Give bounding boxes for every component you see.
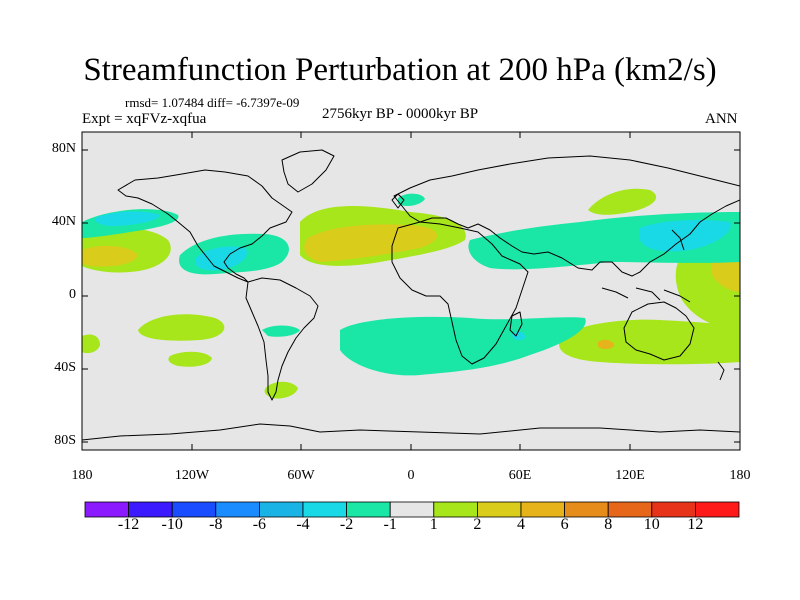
lat-label: 80S	[54, 433, 76, 448]
colorbar-label: 1	[429, 516, 438, 533]
lon-label: 180	[729, 468, 751, 483]
experiment-text: Expt = xqFVz-xqfua	[82, 111, 207, 127]
colorbar-box	[171, 501, 217, 518]
contour-band-1to2	[264, 381, 298, 399]
colorbar-box	[695, 501, 740, 518]
colorbar-label: 10	[643, 516, 660, 533]
colorbar-box	[215, 501, 260, 518]
colorbar-box	[607, 501, 653, 518]
contour-band-1to2	[138, 314, 225, 341]
colorbar-label: 12	[687, 516, 704, 533]
colorbar-label: 6	[560, 516, 569, 533]
contour-band-m1tom2	[340, 316, 586, 376]
colorbar-box	[476, 501, 522, 518]
coastline-uk	[391, 193, 405, 209]
colorbar-label: 4	[517, 516, 525, 533]
coastline-madagascar	[509, 311, 523, 337]
contour-band-1to2	[168, 351, 212, 367]
contour-band-m2tom4	[94, 211, 160, 226]
coastline-north-america	[117, 169, 293, 283]
coastline-islands	[601, 287, 691, 303]
map-background	[82, 132, 740, 450]
coastline-africa	[391, 221, 529, 365]
colorbar-label: -10	[161, 516, 183, 533]
colorbar-box	[433, 501, 478, 518]
contour-band-2to4	[304, 224, 437, 262]
contour-band-m2tom4	[640, 220, 731, 252]
colorbar-box	[128, 501, 173, 518]
contour-fills	[82, 188, 740, 399]
stats-text: rmsd= 1.07484 diff= -6.7397e-09	[125, 95, 300, 110]
period-text: 2756kyr BP - 0000kyr BP	[322, 106, 479, 122]
colorbar-box	[651, 501, 696, 518]
colorbar-label: -2	[339, 516, 354, 533]
coastline-greenland	[281, 149, 335, 193]
coastline-new-zealand	[717, 361, 725, 381]
lat-label: 40N	[51, 214, 76, 229]
lat-label: 0	[69, 287, 76, 302]
colorbar-label: -6	[252, 516, 267, 533]
colorbar-box	[564, 501, 609, 518]
contour-band-2to4	[712, 258, 740, 292]
season-text: ANN	[705, 111, 738, 127]
colorbar	[84, 501, 740, 518]
contour-band-m1tom2	[262, 325, 300, 337]
coastline-antarctica	[82, 423, 740, 441]
lon-label: 60E	[508, 468, 532, 483]
colorbar-box	[346, 501, 391, 518]
contour-band-m2tom4	[195, 246, 248, 271]
contour-band-1to2	[559, 319, 740, 365]
colorbar-label: 2	[473, 516, 482, 533]
lon-label: 0	[407, 468, 415, 483]
colorbar-box	[258, 501, 304, 518]
lat-label: 80N	[51, 141, 76, 156]
lat-ticks	[82, 149, 740, 443]
colorbar-box	[302, 501, 347, 518]
colorbar-label: -8	[209, 516, 223, 533]
coastline-australia	[623, 301, 695, 361]
colorbar-box	[520, 501, 565, 518]
lon-label: 180	[71, 468, 93, 483]
coastline-eurasia	[393, 155, 740, 277]
contour-band-2to4	[82, 245, 138, 267]
colorbar-label: 8	[604, 516, 613, 533]
coastlines	[82, 149, 740, 441]
coastline-japan	[671, 229, 685, 251]
lon-label: 120W	[174, 468, 210, 483]
contour-band-2to4	[598, 339, 614, 349]
contour-band-1to2	[82, 334, 100, 354]
lon-label: 120E	[615, 468, 645, 483]
contour-band-1to2	[588, 188, 657, 215]
colorbar-box	[389, 501, 435, 518]
lat-label: 40S	[54, 360, 76, 375]
lon-label: 60W	[287, 468, 315, 483]
colorbar-label: -1	[383, 516, 397, 533]
colorbar-box	[84, 501, 129, 518]
lon-ticks	[81, 132, 741, 450]
contour-band-m1tom2	[398, 193, 425, 207]
coastline-south-america	[245, 277, 319, 401]
colorbar-label: -4	[296, 516, 310, 533]
contour-band-m2tom4	[512, 331, 526, 341]
colorbar-label: -12	[117, 516, 140, 533]
plot-title: Streamfunction Perturbation at 200 hPa (…	[83, 52, 717, 88]
